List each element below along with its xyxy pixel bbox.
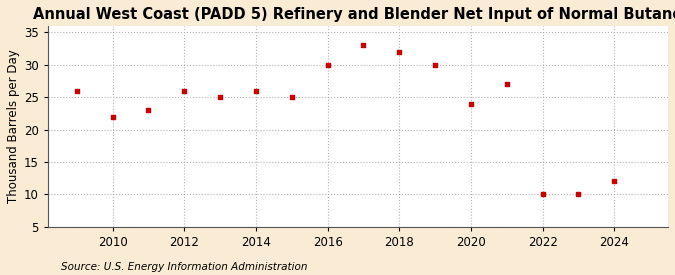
Point — [430, 63, 441, 67]
Point — [215, 95, 225, 99]
Point — [322, 63, 333, 67]
Point — [466, 101, 477, 106]
Text: Source: U.S. Energy Information Administration: Source: U.S. Energy Information Administ… — [61, 262, 307, 272]
Point — [358, 43, 369, 48]
Point — [72, 89, 82, 93]
Point — [179, 89, 190, 93]
Point — [143, 108, 154, 112]
Point — [107, 114, 118, 119]
Point — [250, 89, 261, 93]
Y-axis label: Thousand Barrels per Day: Thousand Barrels per Day — [7, 50, 20, 203]
Point — [573, 192, 584, 197]
Point — [286, 95, 297, 99]
Title: Annual West Coast (PADD 5) Refinery and Blender Net Input of Normal Butane: Annual West Coast (PADD 5) Refinery and … — [33, 7, 675, 22]
Point — [609, 179, 620, 184]
Point — [394, 50, 404, 54]
Point — [537, 192, 548, 197]
Point — [502, 82, 512, 86]
